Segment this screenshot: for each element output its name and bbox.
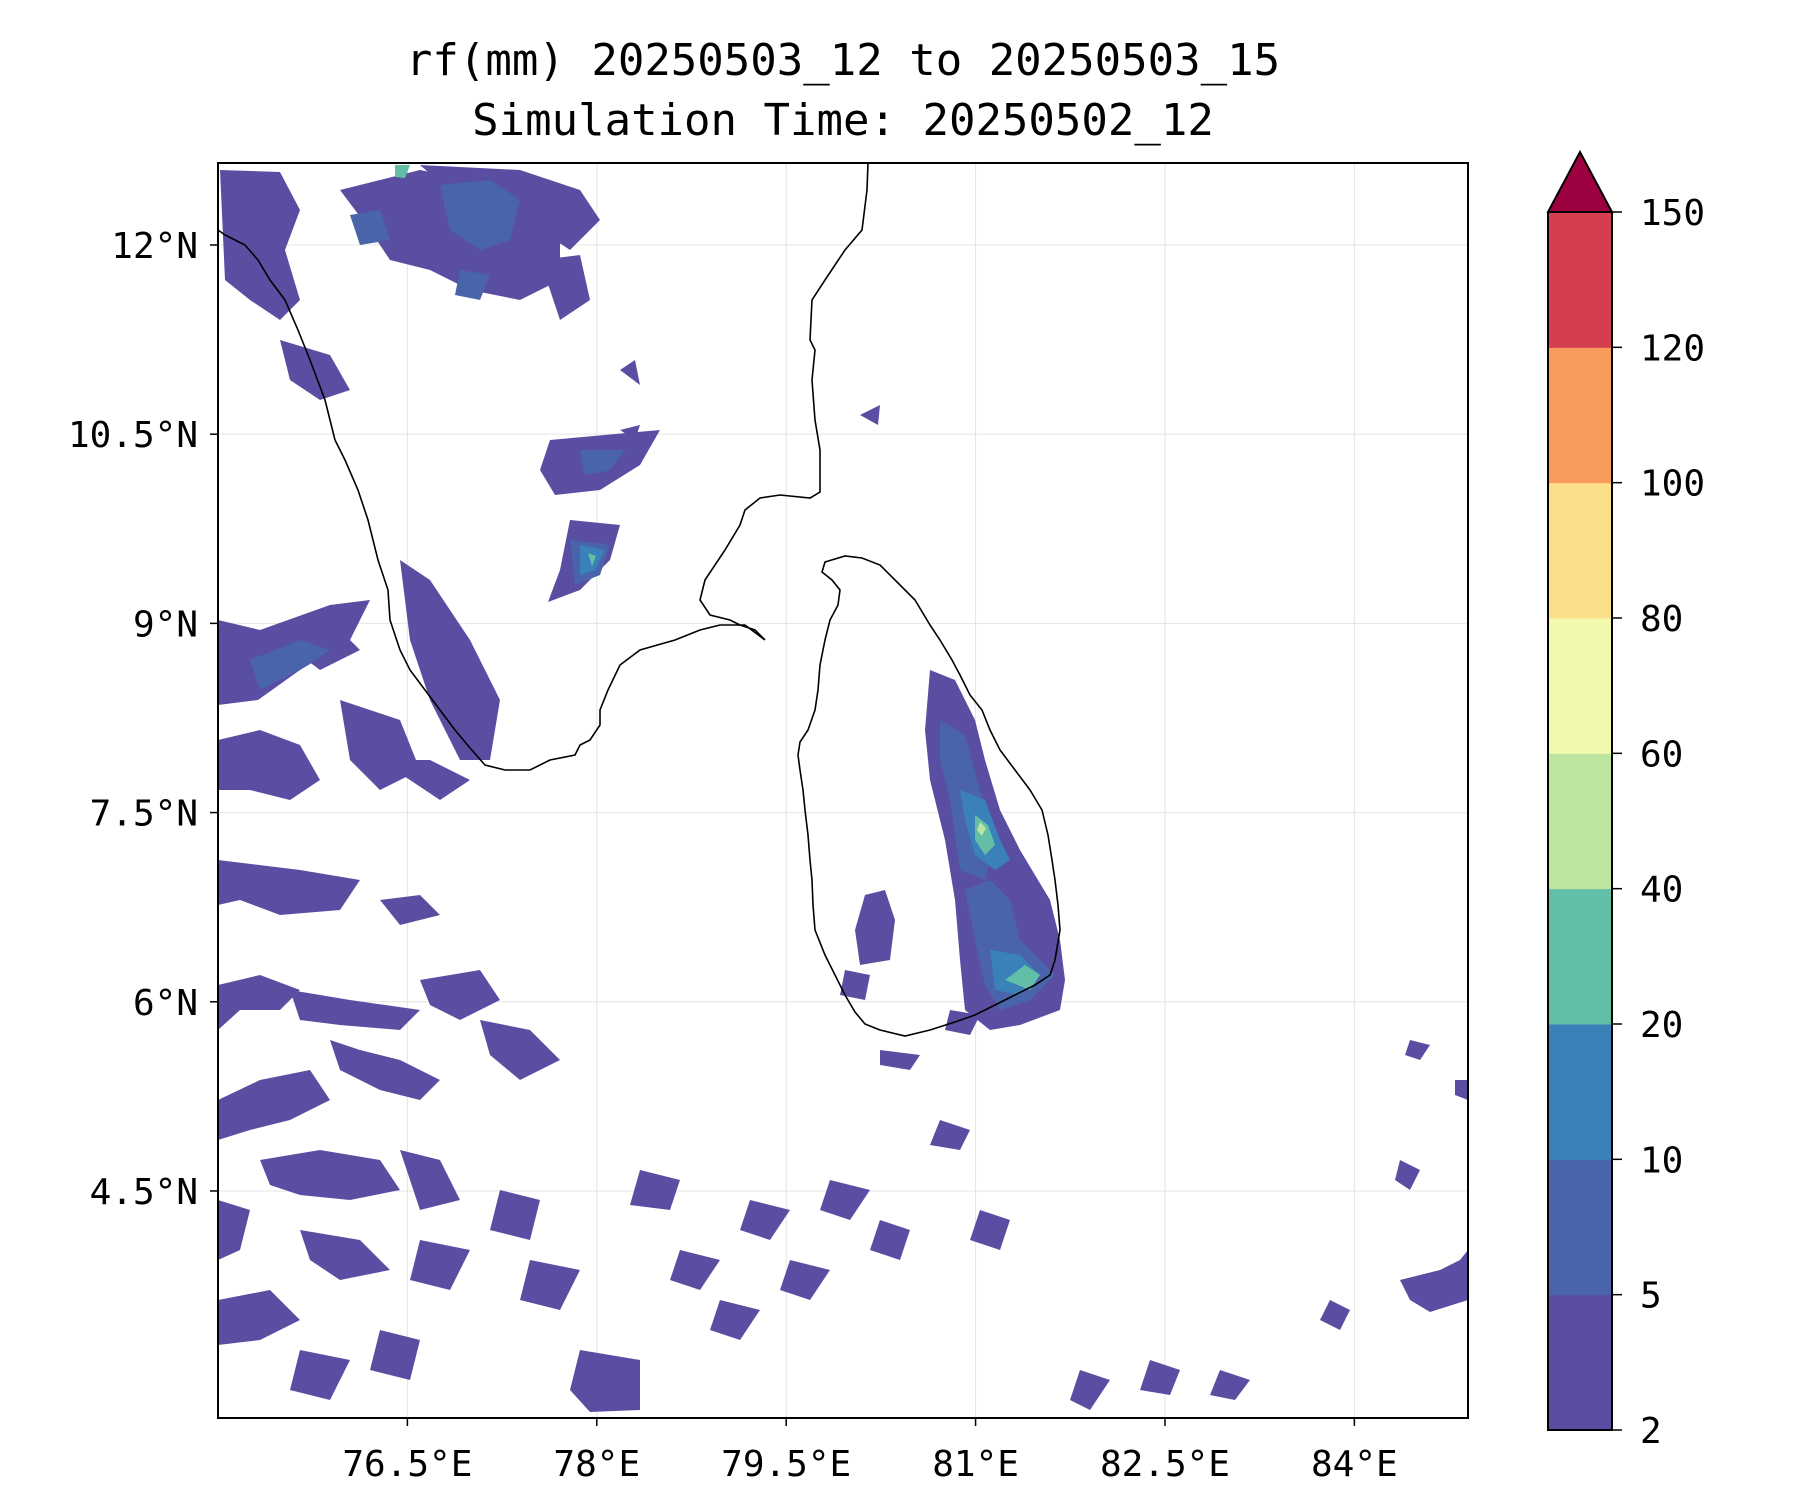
rain-class-2-5 bbox=[218, 165, 1468, 1412]
map-title: rf(mm) 20250503_12 to 20250503_15 bbox=[405, 35, 1281, 86]
colorbar-tick-label: 80 bbox=[1640, 599, 1683, 640]
rainfall-contours bbox=[218, 165, 1468, 1412]
colorbar-segment bbox=[1548, 347, 1612, 484]
colorbar-tick-label: 40 bbox=[1640, 870, 1683, 911]
y-tick-label: 7.5°N bbox=[90, 794, 198, 835]
colorbar-tick-label: 120 bbox=[1640, 328, 1705, 369]
map-frame bbox=[217, 162, 1469, 1419]
x-tick-label: 84°E bbox=[1311, 1444, 1398, 1485]
colorbar-segment bbox=[1548, 1159, 1612, 1296]
colorbar-segment bbox=[1548, 753, 1612, 890]
x-axis-ticks: 76.5°E 78°E 79.5°E 81°E 82.5°E 84°E bbox=[342, 1418, 1398, 1485]
colorbar-extend-triangle bbox=[1546, 149, 1614, 213]
colorbar-segment bbox=[1548, 888, 1612, 1025]
colorbar-tick-label: 10 bbox=[1640, 1140, 1683, 1181]
coastline bbox=[218, 163, 1061, 1037]
rain-class-5-10 bbox=[250, 180, 1055, 1010]
colorbar-segment bbox=[1548, 212, 1612, 348]
x-tick-label: 82.5°E bbox=[1100, 1444, 1230, 1485]
colorbar-segment bbox=[1548, 482, 1612, 619]
rain-class-40-60 bbox=[977, 822, 986, 836]
y-tick-label: 9°N bbox=[133, 604, 198, 645]
y-tick-label: 12°N bbox=[111, 226, 198, 267]
colorbar-tick-label: 5 bbox=[1640, 1276, 1662, 1317]
colorbar-tick-label: 100 bbox=[1640, 464, 1705, 505]
map-subtitle: Simulation Time: 20250502_12 bbox=[472, 95, 1214, 146]
x-tick-label: 81°E bbox=[932, 1444, 1019, 1485]
colorbar-tick-label: 150 bbox=[1640, 193, 1705, 234]
x-tick-label: 79.5°E bbox=[721, 1444, 851, 1485]
x-tick-label: 78°E bbox=[553, 1444, 640, 1485]
map-area: 76.5°E 78°E 79.5°E 81°E 82.5°E 84°E 12°N 10.5°… bbox=[68, 162, 1469, 1485]
y-tick-label: 6°N bbox=[133, 983, 198, 1024]
colorbar-segment bbox=[1548, 618, 1612, 754]
y-axis-ticks: 12°N 10.5°N 9°N 7.5°N 6°N 4.5°N bbox=[68, 226, 218, 1213]
x-tick-label: 76.5°E bbox=[342, 1444, 472, 1485]
colorbar: 2 5 10 20 40 60 80 100 120 150 bbox=[1546, 149, 1705, 1452]
colorbar-segment bbox=[1548, 1024, 1612, 1160]
sri-lanka-coastline bbox=[797, 555, 1061, 1037]
colorbar-tick-label: 60 bbox=[1640, 734, 1683, 775]
gridlines bbox=[218, 163, 1468, 1418]
colorbar-tick-label: 2 bbox=[1640, 1411, 1662, 1452]
colorbar-tick-label: 20 bbox=[1640, 1005, 1683, 1046]
colorbar-segment bbox=[1548, 1294, 1612, 1431]
y-tick-label: 4.5°N bbox=[90, 1172, 198, 1213]
india-coastline bbox=[218, 163, 869, 771]
colorbar-frame bbox=[1547, 212, 1613, 1431]
y-tick-label: 10.5°N bbox=[68, 415, 198, 456]
